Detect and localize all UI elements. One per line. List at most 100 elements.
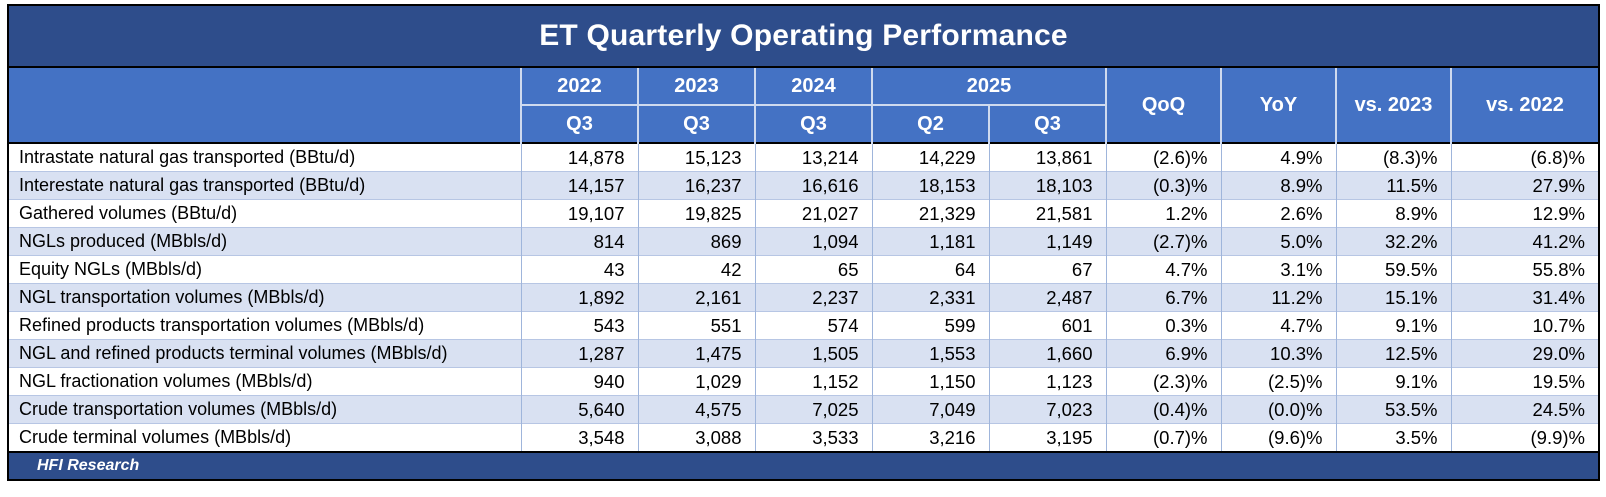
value-cell: 21,027 <box>754 199 872 228</box>
value-cell: 574 <box>754 311 872 340</box>
change-cell: (9.6)% <box>1220 423 1336 451</box>
value-cell: 1,149 <box>988 227 1106 256</box>
change-cell: (2.7)% <box>1105 227 1221 256</box>
year-header-2025: 2025 <box>871 68 1106 105</box>
table-row: NGL and refined products terminal volume… <box>9 339 1598 368</box>
change-cell: 5.0% <box>1220 227 1336 256</box>
row-label: NGL fractionation volumes (MBbls/d) <box>9 367 521 396</box>
value-cell: 3,548 <box>520 423 638 451</box>
value-cell: 3,216 <box>871 423 989 451</box>
value-cell: 14,878 <box>520 142 638 172</box>
year-header-row: 2022 2023 2024 2025 QoQ YoY vs. 2023 vs.… <box>9 68 1598 143</box>
table-row: NGLs produced (MBbls/d) 814 869 1,094 1,181 1… <box>9 227 1598 256</box>
value-cell: 2,487 <box>988 283 1106 312</box>
change-cell: 0.3% <box>1105 311 1221 340</box>
title-bar: ET Quarterly Operating Performance <box>9 6 1598 68</box>
value-cell: 1,181 <box>871 227 989 256</box>
value-cell: 21,581 <box>988 199 1106 228</box>
value-cell: 5,640 <box>520 395 638 424</box>
change-cell: 4.9% <box>1220 142 1336 172</box>
value-cell: 3,195 <box>988 423 1106 451</box>
value-cell: 14,229 <box>871 142 989 172</box>
value-cell: 543 <box>520 311 638 340</box>
value-cell: 64 <box>871 255 989 284</box>
change-cell: 3.5% <box>1335 423 1451 451</box>
operating-performance-table: 2022 2023 2024 2025 QoQ YoY vs. 2023 vs.… <box>9 68 1598 451</box>
value-cell: 3,533 <box>754 423 872 451</box>
value-cell: 551 <box>637 311 755 340</box>
value-cell: 14,157 <box>520 171 638 200</box>
value-cell: 940 <box>520 367 638 396</box>
value-cell: 1,152 <box>754 367 872 396</box>
year-header-2024: 2024 <box>754 68 872 105</box>
change-cell: (0.0)% <box>1220 395 1336 424</box>
value-cell: 814 <box>520 227 638 256</box>
value-cell: 19,825 <box>637 199 755 228</box>
value-cell: 18,103 <box>988 171 1106 200</box>
value-cell: 13,861 <box>988 142 1106 172</box>
value-cell: 4,575 <box>637 395 755 424</box>
row-label: NGL transportation volumes (MBbls/d) <box>9 283 521 312</box>
value-cell: 43 <box>520 255 638 284</box>
value-cell: 1,287 <box>520 339 638 368</box>
change-cell: 4.7% <box>1220 311 1336 340</box>
value-cell: 599 <box>871 311 989 340</box>
value-cell: 1,150 <box>871 367 989 396</box>
value-cell: 1,660 <box>988 339 1106 368</box>
change-header-vs-2023: vs. 2023 <box>1335 68 1451 143</box>
value-cell: 13,214 <box>754 142 872 172</box>
value-cell: 7,049 <box>871 395 989 424</box>
change-cell: 29.0% <box>1450 339 1598 368</box>
change-cell: 12.9% <box>1450 199 1598 228</box>
change-cell: 1.2% <box>1105 199 1221 228</box>
table-row: Gathered volumes (BBtu/d) 19,107 19,825 21,… <box>9 199 1598 228</box>
value-cell: 7,025 <box>754 395 872 424</box>
change-cell: 11.5% <box>1335 171 1451 200</box>
change-cell: 6.7% <box>1105 283 1221 312</box>
row-label: Refined products transportation volumes … <box>9 311 521 340</box>
table-header: 2022 2023 2024 2025 QoQ YoY vs. 2023 vs.… <box>9 68 1598 143</box>
change-header-yoy: YoY <box>1220 68 1336 143</box>
change-cell: 24.5% <box>1450 395 1598 424</box>
value-cell: 3,088 <box>637 423 755 451</box>
value-cell: 869 <box>637 227 755 256</box>
table-row: Equity NGLs (MBbls/d) 43 42 65 64 67 4.7% 3.1% 5… <box>9 255 1598 284</box>
change-cell: (0.3)% <box>1105 171 1221 200</box>
change-cell: 15.1% <box>1335 283 1451 312</box>
change-header-vs-2022: vs. 2022 <box>1450 68 1598 143</box>
value-cell: 1,029 <box>637 367 755 396</box>
change-cell: 19.5% <box>1450 367 1598 396</box>
change-cell: (0.4)% <box>1105 395 1221 424</box>
year-header-2022: 2022 <box>520 68 638 105</box>
change-cell: 31.4% <box>1450 283 1598 312</box>
quarter-header-2025-q2: Q2 <box>871 104 989 143</box>
row-label: NGL and refined products terminal volume… <box>9 339 521 368</box>
change-cell: 8.9% <box>1335 199 1451 228</box>
change-cell: 10.7% <box>1450 311 1598 340</box>
row-label: Crude terminal volumes (MBbls/d) <box>9 423 521 451</box>
table-row: Intrastate natural gas transported (BBtu… <box>9 142 1598 172</box>
change-cell: 4.7% <box>1105 255 1221 284</box>
value-cell: 7,023 <box>988 395 1106 424</box>
quarter-header-2023-q3: Q3 <box>637 104 755 143</box>
table-row: Interestate natural gas transported (BBt… <box>9 171 1598 200</box>
change-cell: 9.1% <box>1335 367 1451 396</box>
value-cell: 2,237 <box>754 283 872 312</box>
change-cell: 12.5% <box>1335 339 1451 368</box>
table-row: NGL transportation volumes (MBbls/d) 1,89… <box>9 283 1598 312</box>
value-cell: 1,475 <box>637 339 755 368</box>
quarter-header-2025-q3: Q3 <box>988 104 1106 143</box>
quarter-header-2022-q3: Q3 <box>520 104 638 143</box>
value-cell: 601 <box>988 311 1106 340</box>
row-label: Interestate natural gas transported (BBt… <box>9 171 521 200</box>
change-cell: 9.1% <box>1335 311 1451 340</box>
performance-table-panel: ET Quarterly Operating Performance 2022 … <box>7 4 1600 481</box>
change-cell: 41.2% <box>1450 227 1598 256</box>
value-cell: 16,237 <box>637 171 755 200</box>
value-cell: 21,329 <box>871 199 989 228</box>
value-cell: 2,331 <box>871 283 989 312</box>
value-cell: 1,123 <box>988 367 1106 396</box>
change-cell: 2.6% <box>1220 199 1336 228</box>
change-cell: (2.5)% <box>1220 367 1336 396</box>
row-label: NGLs produced (MBbls/d) <box>9 227 521 256</box>
